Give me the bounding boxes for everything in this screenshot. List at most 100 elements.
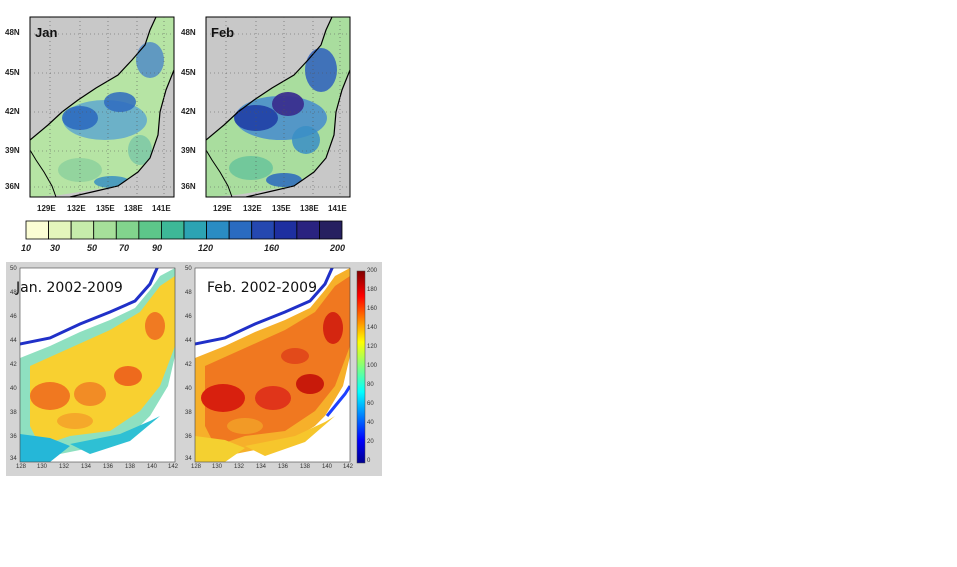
colorbar-tick: 160 bbox=[264, 243, 280, 253]
feb-2002-2009-title: Feb. 2002-2009 bbox=[207, 280, 317, 296]
lat-tick: 34 bbox=[185, 456, 192, 462]
lon-tick: 138 bbox=[300, 464, 311, 470]
lat-tick: 44 bbox=[185, 338, 192, 344]
lon-tick: 130 bbox=[37, 464, 48, 470]
colorbar-swatch bbox=[183, 220, 207, 240]
lon-tick: 134 bbox=[81, 464, 92, 470]
lon-tick: 138 bbox=[125, 464, 136, 470]
lon-tick: 142 bbox=[168, 464, 179, 470]
colorbar-swatch bbox=[115, 220, 140, 240]
lat-tick: 38 bbox=[10, 410, 17, 416]
colorbar-right-tick: 160 bbox=[367, 306, 378, 312]
lat-tick: 42 bbox=[185, 362, 192, 368]
lon-tick: 130 bbox=[212, 464, 223, 470]
lat-tick: 42N bbox=[181, 107, 196, 116]
lat-tick: 48N bbox=[5, 28, 20, 37]
colorbar-right-tick: 40 bbox=[367, 420, 374, 426]
lat-tick: 36 bbox=[185, 434, 192, 440]
lon-tick: 134 bbox=[256, 464, 267, 470]
colorbar-right-tick: 60 bbox=[367, 401, 374, 407]
lon-tick: 132E bbox=[243, 204, 262, 213]
lon-tick: 135E bbox=[96, 204, 115, 213]
jan-map-label: Jan bbox=[35, 25, 58, 40]
lat-tick: 45N bbox=[5, 68, 20, 77]
lat-tick: 48 bbox=[185, 290, 192, 296]
feb-map-label: Feb bbox=[211, 25, 235, 40]
colorbar-swatch bbox=[70, 220, 95, 240]
lon-tick: 140 bbox=[322, 464, 333, 470]
jan-map-svg bbox=[29, 16, 175, 198]
colorbar-tick: 50 bbox=[87, 243, 98, 253]
lon-tick: 128 bbox=[16, 464, 27, 470]
lon-tick: 141E bbox=[152, 204, 171, 213]
lat-tick: 48 bbox=[10, 290, 17, 296]
lat-tick: 36N bbox=[5, 182, 20, 191]
lat-tick: 39N bbox=[5, 146, 20, 155]
lon-tick: 129E bbox=[37, 204, 56, 213]
lon-tick: 132 bbox=[59, 464, 70, 470]
colorbar-swatch bbox=[228, 220, 253, 240]
lon-tick: 136 bbox=[103, 464, 114, 470]
lat-tick: 42N bbox=[5, 107, 20, 116]
colorbar-right-tick: 100 bbox=[367, 363, 378, 369]
colorbar-tick: 10 bbox=[21, 243, 32, 253]
lat-tick: 50 bbox=[10, 266, 17, 272]
lat-tick: 46 bbox=[10, 314, 17, 320]
lat-tick: 50 bbox=[185, 266, 192, 272]
lon-tick: 129E bbox=[213, 204, 232, 213]
lon-tick: 141E bbox=[328, 204, 347, 213]
colorbar-swatch bbox=[48, 220, 72, 240]
colorbar-swatch bbox=[206, 220, 230, 240]
lat-tick: 46 bbox=[185, 314, 192, 320]
colorbar-swatch bbox=[25, 220, 49, 240]
lon-tick: 142 bbox=[343, 464, 354, 470]
colorbar-right-tick: 120 bbox=[367, 344, 378, 350]
lon-tick: 128 bbox=[191, 464, 202, 470]
jan-2002-2009-map: Jan. 2002-2009 50 48 46 44 42 40 38 36 3… bbox=[10, 266, 179, 474]
lat-tick: 36 bbox=[10, 434, 17, 440]
colorbar-tick: 90 bbox=[152, 243, 163, 253]
lat-tick: 36N bbox=[181, 182, 196, 191]
feb-2002-2009-svg bbox=[194, 267, 366, 464]
colorbar-tick: 200 bbox=[330, 243, 346, 253]
jan-2002-2009-title: Jan. 2002-2009 bbox=[16, 280, 123, 296]
colorbar-tick: 120 bbox=[198, 243, 214, 253]
lat-tick: 34 bbox=[10, 456, 17, 462]
lon-tick: 136 bbox=[278, 464, 289, 470]
lon-tick: 138E bbox=[300, 204, 319, 213]
feb-map-svg bbox=[205, 16, 351, 198]
lat-tick: 40 bbox=[185, 386, 192, 392]
lat-tick: 40 bbox=[10, 386, 17, 392]
lon-tick: 135E bbox=[272, 204, 291, 213]
colorbar-right-tick: 80 bbox=[367, 382, 374, 388]
lat-tick: 45N bbox=[181, 68, 196, 77]
colorbar-swatch bbox=[273, 220, 298, 240]
colorbar-swatch bbox=[93, 220, 117, 240]
lat-tick: 44 bbox=[10, 338, 17, 344]
lon-tick: 132 bbox=[234, 464, 245, 470]
lat-tick: 39N bbox=[181, 146, 196, 155]
colorbar-swatch bbox=[251, 220, 275, 240]
lat-tick: 48N bbox=[181, 28, 196, 37]
feb-2002-2009-map: Feb. 2002-2009 50 48 46 44 42 40 38 36 3… bbox=[185, 266, 380, 474]
jan-2002-2009-svg bbox=[19, 267, 176, 463]
lon-tick: 132E bbox=[67, 204, 86, 213]
lat-tick: 42 bbox=[10, 362, 17, 368]
colorbar-right-tick: 140 bbox=[367, 325, 378, 331]
lon-tick: 138E bbox=[124, 204, 143, 213]
colorbar-swatch bbox=[138, 220, 162, 240]
colorbar-tick: 70 bbox=[119, 243, 130, 253]
feb-climatology-map: Feb 48N 45N 42N 39N 36N 129E 132E 135E 1… bbox=[176, 0, 356, 218]
colorbar-right-tick: 0 bbox=[367, 458, 371, 464]
lon-tick: 140 bbox=[147, 464, 158, 470]
colorbar-swatch bbox=[296, 220, 320, 240]
colorbar-tick: 30 bbox=[50, 243, 61, 253]
colorbar-swatch bbox=[319, 220, 343, 240]
colorbar-right-tick: 180 bbox=[367, 287, 378, 293]
colorbar-right-tick: 20 bbox=[367, 439, 374, 445]
colorbar-right-tick: 200 bbox=[367, 268, 378, 274]
top-colorbar: 10 30 50 70 90 120 160 200 bbox=[21, 220, 346, 260]
top-colorbar-swatches bbox=[25, 220, 343, 240]
jan-climatology-map: Jan 48N 45N 42N 39N 36N 129E 132E 135E 1… bbox=[0, 0, 200, 218]
colorbar-swatch bbox=[161, 220, 185, 240]
